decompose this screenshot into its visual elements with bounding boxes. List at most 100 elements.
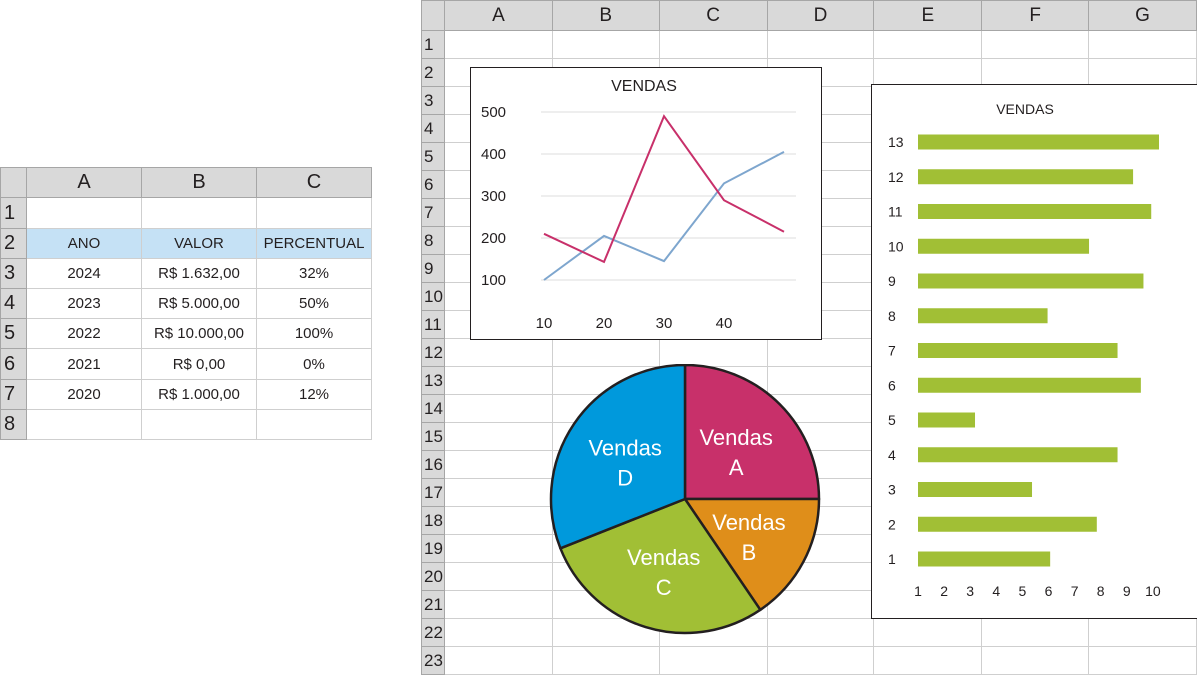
column-header[interactable]: D (766, 0, 875, 31)
cell-ano[interactable]: 2022 (26, 318, 142, 349)
cell[interactable] (658, 338, 768, 367)
cell-ano[interactable]: 2023 (26, 288, 142, 319)
row-header[interactable]: 5 (0, 318, 27, 349)
column-header[interactable]: E (873, 0, 983, 31)
row-header[interactable]: 8 (0, 409, 27, 440)
row-header[interactable]: 18 (421, 506, 445, 535)
column-header[interactable]: C (256, 167, 372, 198)
row-header[interactable]: 19 (421, 534, 445, 563)
cell-valor[interactable]: R$ 1.000,00 (141, 379, 257, 410)
row-header[interactable]: 6 (421, 170, 445, 199)
row-header[interactable]: 4 (421, 114, 445, 143)
cell[interactable] (873, 58, 983, 87)
row-header[interactable]: 10 (421, 282, 445, 311)
column-header[interactable]: G (1088, 0, 1197, 31)
cell[interactable] (443, 590, 553, 619)
cell[interactable] (981, 646, 1090, 675)
cell[interactable] (443, 394, 553, 423)
cell[interactable] (551, 646, 660, 675)
row-header[interactable]: 6 (0, 348, 27, 380)
row-header[interactable]: 7 (421, 198, 445, 227)
row-header[interactable]: 9 (421, 254, 445, 283)
cell[interactable] (256, 197, 372, 229)
cell[interactable] (766, 618, 875, 647)
cell[interactable] (873, 618, 983, 647)
cell[interactable] (1088, 646, 1197, 675)
header-cell-percentual[interactable]: PERCENTUAL (256, 228, 372, 259)
cell-percentual[interactable]: 32% (256, 258, 372, 289)
cell-ano[interactable]: 2021 (26, 348, 142, 380)
column-header[interactable]: B (141, 167, 257, 198)
cell[interactable] (873, 30, 983, 59)
cell[interactable] (443, 562, 553, 591)
cell[interactable] (443, 366, 553, 395)
cell[interactable] (443, 534, 553, 563)
cell-percentual[interactable]: 12% (256, 379, 372, 410)
column-header[interactable]: B (551, 0, 660, 31)
row-header[interactable]: 21 (421, 590, 445, 619)
cell[interactable] (1088, 618, 1197, 647)
cell-valor[interactable]: R$ 5.000,00 (141, 288, 257, 319)
cell-percentual[interactable]: 50% (256, 288, 372, 319)
header-cell-ano[interactable]: ANO (26, 228, 142, 259)
cell[interactable] (443, 450, 553, 479)
cell[interactable] (873, 646, 983, 675)
cell[interactable] (981, 30, 1090, 59)
cell-percentual[interactable]: 0% (256, 348, 372, 380)
cell[interactable] (443, 338, 553, 367)
header-cell-valor[interactable]: VALOR (141, 228, 257, 259)
row-header[interactable]: 17 (421, 478, 445, 507)
cell[interactable] (1088, 30, 1197, 59)
row-header[interactable]: 20 (421, 562, 445, 591)
row-header[interactable]: 14 (421, 394, 445, 423)
cell[interactable] (551, 30, 660, 59)
cell[interactable] (766, 366, 875, 395)
row-header[interactable]: 8 (421, 226, 445, 255)
row-header[interactable]: 2 (421, 58, 445, 87)
bar-chart-box[interactable]: VENDAS 13 12 11 10 9 8 7 6 5 4 3 2 1 1 2 3 4 5 6 7 8 9 10 (871, 84, 1197, 619)
row-header[interactable]: 2 (0, 228, 27, 259)
cell[interactable] (1088, 58, 1197, 87)
cell-valor[interactable]: R$ 10.000,00 (141, 318, 257, 349)
cell[interactable] (658, 646, 768, 675)
cell[interactable] (443, 506, 553, 535)
cell-valor[interactable]: R$ 1.632,00 (141, 258, 257, 289)
column-header[interactable]: A (443, 0, 553, 31)
cell[interactable] (551, 338, 660, 367)
column-header[interactable]: C (658, 0, 768, 31)
cell[interactable] (766, 590, 875, 619)
cell-percentual[interactable]: 100% (256, 318, 372, 349)
cell[interactable] (443, 646, 553, 675)
cell-ano[interactable]: 2020 (26, 379, 142, 410)
row-header[interactable]: 1 (421, 30, 445, 59)
cell[interactable] (443, 422, 553, 451)
row-header[interactable]: 22 (421, 618, 445, 647)
cell[interactable] (443, 478, 553, 507)
row-header[interactable]: 3 (0, 258, 27, 289)
row-header[interactable]: 4 (0, 288, 27, 319)
cell[interactable] (766, 30, 875, 59)
cell[interactable] (443, 30, 553, 59)
row-header[interactable]: 5 (421, 142, 445, 171)
row-header[interactable]: 23 (421, 646, 445, 675)
cell[interactable] (141, 409, 257, 440)
cell[interactable] (766, 646, 875, 675)
row-header[interactable]: 11 (421, 310, 445, 339)
cell[interactable] (141, 197, 257, 229)
cell[interactable] (766, 338, 875, 367)
cell-valor[interactable]: R$ 0,00 (141, 348, 257, 380)
cell-ano[interactable]: 2024 (26, 258, 142, 289)
row-header[interactable]: 12 (421, 338, 445, 367)
column-header[interactable]: F (981, 0, 1090, 31)
row-header[interactable]: 15 (421, 422, 445, 451)
select-all-corner[interactable] (421, 0, 445, 31)
select-all-corner[interactable] (0, 167, 27, 198)
row-header[interactable]: 1 (0, 197, 27, 229)
line-chart-box[interactable]: VENDAS 100 200 300 400 500 10 20 30 40 (470, 67, 822, 340)
column-header[interactable]: A (26, 167, 142, 198)
row-header[interactable]: 7 (0, 379, 27, 410)
row-header[interactable]: 13 (421, 366, 445, 395)
row-header[interactable]: 3 (421, 86, 445, 115)
row-header[interactable]: 16 (421, 450, 445, 479)
cell[interactable] (981, 618, 1090, 647)
